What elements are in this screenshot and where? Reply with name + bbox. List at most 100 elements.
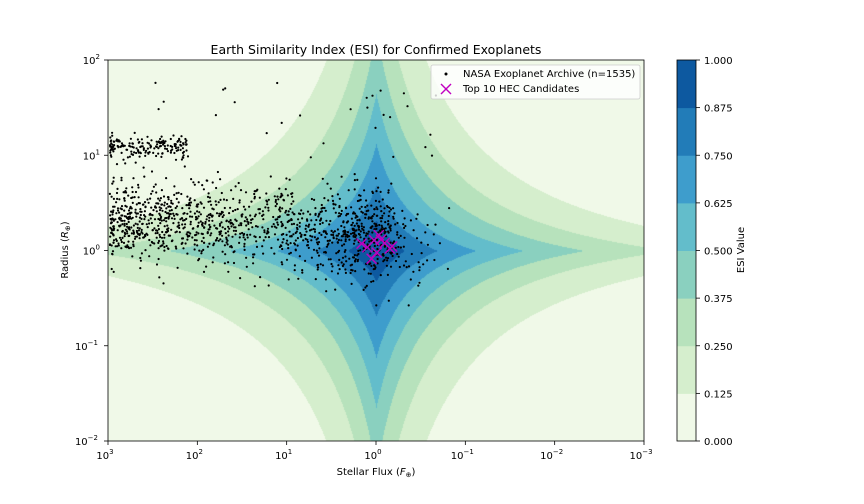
exoplanet-point (211, 181, 214, 184)
exoplanet-point (354, 229, 357, 232)
exoplanet-point (244, 216, 247, 219)
exoplanet-point (154, 232, 157, 235)
exoplanet-point (233, 101, 236, 104)
exoplanet-point (135, 229, 138, 233)
exoplanet-point (253, 235, 256, 238)
exoplanet-point (130, 150, 133, 153)
exoplanet-point (275, 226, 278, 229)
exoplanet-point (225, 199, 228, 202)
exoplanet-point (326, 239, 329, 242)
exoplanet-point (143, 218, 146, 221)
exoplanet-point (127, 240, 130, 243)
exoplanet-point (217, 201, 220, 204)
exoplanet-point (262, 239, 265, 242)
exoplanet-point (334, 211, 337, 214)
exoplanet-point (245, 224, 248, 227)
exoplanet-point (325, 245, 329, 248)
exoplanet-point (197, 215, 200, 218)
exoplanet-point (200, 252, 203, 255)
exoplanet-point (279, 210, 282, 213)
exoplanet-point (243, 245, 246, 248)
exoplanet-point (267, 236, 271, 239)
exoplanet-point (232, 223, 235, 226)
exoplanet-point (280, 192, 283, 195)
exoplanet-point (158, 212, 161, 215)
exoplanet-point (247, 228, 250, 231)
exoplanet-point (300, 209, 303, 212)
exoplanet-point (129, 246, 133, 249)
exoplanet-point (307, 246, 310, 249)
exoplanet-point (322, 230, 326, 233)
exoplanet-point (131, 190, 134, 194)
exoplanet-point (189, 232, 192, 235)
exoplanet-point (375, 227, 378, 230)
exoplanet-point (157, 247, 160, 250)
exoplanet-point (112, 176, 115, 179)
exoplanet-point (379, 205, 382, 208)
exoplanet-point (173, 217, 176, 220)
exoplanet-point (258, 236, 261, 239)
exoplanet-point (335, 234, 338, 237)
colorbar-tick-label: 0.000 (704, 437, 733, 448)
exoplanet-point (238, 236, 241, 239)
exoplanet-point (263, 231, 266, 234)
exoplanet-point (340, 235, 343, 238)
exoplanet-point (294, 243, 297, 246)
exoplanet-point (253, 215, 256, 218)
exoplanet-point (434, 223, 437, 226)
exoplanet-point (117, 244, 120, 247)
exoplanet-point (304, 227, 307, 230)
exoplanet-point (127, 194, 130, 197)
exoplanet-point (381, 198, 384, 201)
exoplanet-point (409, 219, 412, 222)
exoplanet-point (243, 220, 246, 223)
exoplanet-point (230, 189, 233, 192)
exoplanet-point (212, 256, 215, 259)
exoplanet-point (160, 155, 163, 158)
exoplanet-point (371, 190, 374, 193)
exoplanet-point (163, 204, 166, 207)
exoplanet-point (261, 245, 264, 248)
exoplanet-point (276, 238, 280, 241)
exoplanet-point (365, 284, 368, 287)
exoplanet-point (285, 209, 288, 212)
exoplanet-point (243, 248, 246, 251)
exoplanet-point (313, 230, 317, 233)
exoplanet-point (182, 142, 185, 145)
exoplanet-point (273, 195, 276, 198)
exoplanet-point (236, 208, 239, 211)
exoplanet-point (175, 192, 178, 195)
exoplanet-point (412, 270, 415, 273)
exoplanet-point (204, 220, 207, 224)
exoplanet-point (300, 233, 303, 236)
exoplanet-point (186, 231, 189, 234)
exoplanet-point (232, 197, 235, 200)
exoplanet-point (357, 232, 360, 236)
exoplanet-point (294, 239, 297, 242)
exoplanet-point (370, 264, 373, 267)
exoplanet-point (139, 213, 142, 217)
exoplanet-point (124, 232, 127, 236)
exoplanet-point (215, 186, 218, 190)
exoplanet-point (223, 206, 226, 210)
exoplanet-point (394, 259, 398, 263)
exoplanet-point (185, 233, 188, 236)
exoplanet-point (387, 191, 390, 194)
exoplanet-point (170, 217, 174, 220)
exoplanet-point (262, 218, 265, 221)
exoplanet-point (180, 158, 183, 161)
exoplanet-point (121, 229, 124, 233)
exoplanet-point (191, 227, 194, 230)
exoplanet-point (131, 201, 134, 204)
legend: NASA Exoplanet Archive (n=1535) Top 10 H… (430, 64, 641, 100)
exoplanet-point (370, 239, 373, 242)
exoplanet-point (160, 236, 164, 239)
exoplanet-point (292, 222, 296, 225)
exoplanet-point (250, 200, 253, 203)
exoplanet-point (379, 274, 382, 277)
exoplanet-point (137, 229, 140, 232)
exoplanet-point (358, 218, 361, 221)
exoplanet-point (329, 187, 332, 190)
exoplanet-point (255, 245, 259, 248)
exoplanet-point (112, 270, 115, 273)
